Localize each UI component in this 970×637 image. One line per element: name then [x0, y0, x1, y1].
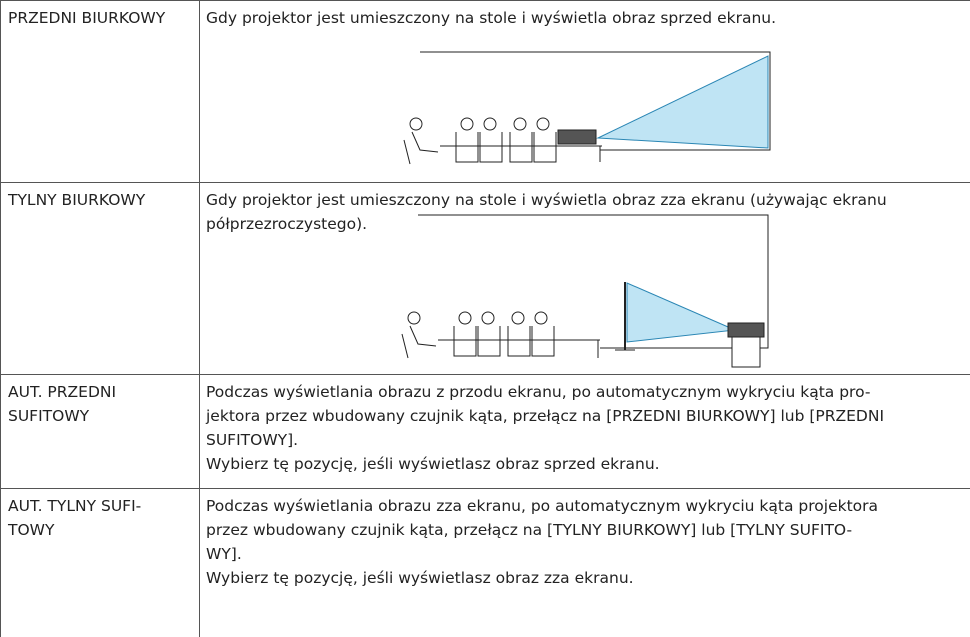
description-text: Wybierz tę pozycję, jeśli wyświetlasz ob…: [206, 455, 660, 473]
table-row: AUT. PRZEDNI SUFITOWY Podczas wyświetlania…: [0, 374, 970, 488]
term-cell: TYLNY BIURKOWY: [0, 183, 200, 374]
rear-desk-illustration: [401, 214, 769, 368]
front-desk-illustration: [403, 51, 771, 165]
description-text: Gdy projektor jest umieszczony na stole …: [206, 191, 887, 209]
description-text: jektora przez wbudowany czujnik kąta, pr…: [206, 407, 885, 425]
description-cell: Gdy projektor jest umieszczony na stole …: [200, 1, 970, 30]
description-cell: Podczas wyświetlania obrazu z przodu ekr…: [200, 375, 970, 476]
term-cell: PRZEDNI BIURKOWY: [0, 1, 200, 182]
description-text: półprzezroczystego).: [206, 215, 368, 233]
description-text: Wybierz tę pozycję, jeśli wyświetlasz ob…: [206, 569, 634, 587]
description-text: SUFITOWY].: [206, 431, 299, 449]
description-text: WY].: [206, 545, 242, 563]
term-text: TYLNY BIURKOWY: [8, 191, 146, 209]
term-text: PRZEDNI BIURKOWY: [8, 9, 166, 27]
term-text: AUT. TYLNY SUFI-: [8, 497, 142, 515]
term-cell: AUT. PRZEDNI SUFITOWY: [0, 375, 200, 488]
table-row: TYLNY BIURKOWY Gdy projektor jest umieszc…: [0, 182, 970, 374]
table-row: AUT. TYLNY SUFI- TOWY Podczas wyświetlania…: [0, 488, 970, 637]
description-text: Gdy projektor jest umieszczony na stole …: [206, 9, 777, 27]
term-text: AUT. PRZEDNI: [8, 383, 117, 401]
term-text: TOWY: [8, 521, 55, 539]
term-text: SUFITOWY: [8, 407, 90, 425]
description-cell: Gdy projektor jest umieszczony na stole …: [200, 183, 970, 236]
term-cell: AUT. TYLNY SUFI- TOWY: [0, 489, 200, 637]
description-text: Podczas wyświetlania obrazu z przodu ekr…: [206, 383, 871, 401]
description-text: przez wbudowany czujnik kąta, przełącz n…: [206, 521, 853, 539]
description-cell: Podczas wyświetlania obrazu zza ekranu, …: [200, 489, 970, 590]
description-text: Podczas wyświetlania obrazu zza ekranu, …: [206, 497, 879, 515]
table-row: PRZEDNI BIURKOWY Gdy projektor jest umies…: [0, 0, 970, 182]
